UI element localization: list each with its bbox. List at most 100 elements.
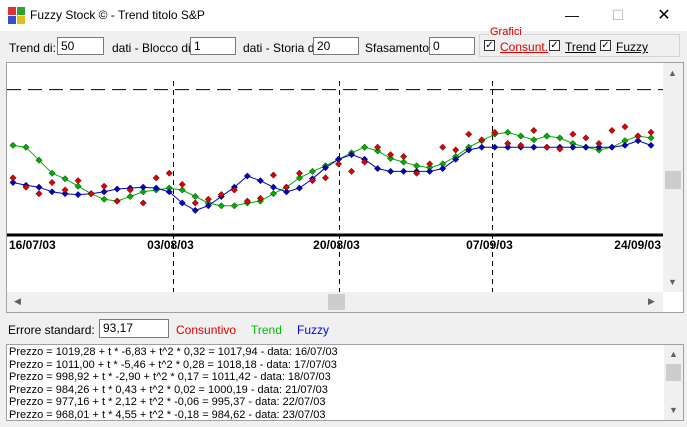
point-trend xyxy=(308,167,316,175)
point-consuntivo xyxy=(374,143,382,151)
point-fuzzy xyxy=(387,167,395,175)
consuntivo-checkbox-label[interactable]: Consunt. xyxy=(500,40,549,54)
log-scroll-thumb[interactable] xyxy=(666,364,681,381)
point-consuntivo xyxy=(621,123,629,131)
point-consuntivo xyxy=(439,143,447,151)
legend-trend: Trend xyxy=(251,323,282,337)
point-trend xyxy=(217,202,225,210)
point-fuzzy xyxy=(35,183,43,191)
point-trend xyxy=(230,202,238,210)
point-consuntivo xyxy=(465,130,473,138)
point-consuntivo xyxy=(569,130,577,138)
scroll-down-icon[interactable]: ▼ xyxy=(668,277,677,287)
point-consuntivo xyxy=(400,153,408,160)
vertical-scroll-thumb[interactable] xyxy=(665,171,681,189)
point-fuzzy xyxy=(165,188,173,196)
point-consuntivo xyxy=(308,177,316,185)
sfasamento-input[interactable] xyxy=(429,37,475,55)
fuzzy-checkbox[interactable]: ✓ xyxy=(600,40,611,51)
point-trend xyxy=(556,134,564,142)
point-consuntivo xyxy=(647,128,655,136)
point-trend xyxy=(361,143,369,151)
fuzzy-checkbox-label[interactable]: Fuzzy xyxy=(616,40,649,54)
log-scroll-down-icon[interactable]: ▼ xyxy=(669,405,678,415)
legend-fuzzy: Fuzzy xyxy=(297,323,330,337)
point-consuntivo xyxy=(165,169,173,177)
point-consuntivo xyxy=(139,199,147,207)
point-fuzzy xyxy=(569,143,577,151)
point-trend xyxy=(191,192,199,200)
log-vertical-scrollbar[interactable]: ▲ ▼ xyxy=(664,345,683,420)
point-consuntivo xyxy=(9,174,17,182)
point-fuzzy xyxy=(348,151,356,159)
point-fuzzy xyxy=(74,191,82,199)
formula-log-line: Prezzo = 1011,00 + t * -5,46 + t^2 * 0,2… xyxy=(9,358,337,371)
series-line-trend xyxy=(12,131,652,207)
scroll-up-icon[interactable]: ▲ xyxy=(668,68,677,78)
grafici-group xyxy=(479,34,680,57)
chart-vertical-scrollbar[interactable]: ▲ ▼ xyxy=(663,63,683,292)
point-trend xyxy=(178,186,186,194)
point-trend xyxy=(126,192,134,200)
point-fuzzy xyxy=(647,141,655,149)
trend-checkbox-label[interactable]: Trend xyxy=(565,40,596,54)
point-consuntivo xyxy=(608,126,616,134)
blocco-label: dati - Blocco di: xyxy=(112,41,195,55)
trend-checkbox[interactable]: ✓ xyxy=(549,40,560,51)
trend-input[interactable] xyxy=(57,37,104,55)
date-label: 16/07/03 xyxy=(9,238,56,252)
point-consuntivo xyxy=(478,136,486,144)
point-trend xyxy=(22,143,30,151)
close-button[interactable]: ✕ xyxy=(657,7,671,24)
scroll-right-icon[interactable]: ▶ xyxy=(648,296,655,306)
blocco-input[interactable] xyxy=(190,37,236,55)
error-value-field[interactable]: 93,17 xyxy=(99,319,169,338)
point-fuzzy xyxy=(139,183,147,191)
trend-label: Trend di: xyxy=(9,41,56,55)
point-trend xyxy=(543,132,551,140)
formula-log-line: Prezzo = 984,26 + t * 0,43 + t^2 * 0,02 … xyxy=(9,383,328,396)
formula-log-line: Prezzo = 1019,28 + t * -6,83 + t^2 * 0,3… xyxy=(9,346,338,358)
formula-log-line: Prezzo = 968,01 + t * 4,55 + t^2 * -0,18… xyxy=(9,408,326,421)
formula-log-line: Prezzo = 977,16 + t * 2,12 + t^2 * -0,06… xyxy=(9,396,326,409)
point-trend xyxy=(647,134,655,142)
minimize-button[interactable]: — xyxy=(565,7,579,23)
point-consuntivo xyxy=(413,169,421,177)
formula-log[interactable]: Prezzo = 1019,28 + t * -6,83 + t^2 * 0,3… xyxy=(6,344,684,421)
point-trend xyxy=(9,141,17,149)
point-fuzzy xyxy=(61,190,69,198)
point-fuzzy xyxy=(634,137,642,145)
point-trend xyxy=(48,169,56,177)
point-fuzzy xyxy=(504,143,512,151)
point-consuntivo xyxy=(74,177,82,185)
date-label: 07/09/03 xyxy=(466,238,513,252)
point-trend xyxy=(295,174,303,182)
storia-input[interactable] xyxy=(313,37,359,55)
point-fuzzy xyxy=(530,143,538,151)
point-fuzzy xyxy=(243,172,251,180)
point-trend xyxy=(139,188,147,196)
scroll-left-icon[interactable]: ◀ xyxy=(14,296,21,306)
maximize-button[interactable]: ☐ xyxy=(611,7,625,23)
point-consuntivo xyxy=(452,146,460,154)
point-consuntivo xyxy=(295,169,303,177)
point-consuntivo xyxy=(191,199,199,207)
consuntivo-checkbox[interactable]: ✓ xyxy=(484,40,495,51)
point-consuntivo xyxy=(217,191,225,199)
point-consuntivo xyxy=(530,126,538,134)
horizontal-scroll-thumb[interactable] xyxy=(328,294,345,310)
point-fuzzy xyxy=(48,188,56,196)
point-fuzzy xyxy=(152,184,160,192)
point-fuzzy xyxy=(113,185,121,193)
chart-horizontal-scrollbar[interactable]: ◀ ▶ xyxy=(7,292,663,312)
sfasamento-label: Sfasamento: xyxy=(365,41,433,55)
title-bar xyxy=(0,0,687,31)
point-consuntivo xyxy=(178,180,186,188)
log-scroll-up-icon[interactable]: ▲ xyxy=(669,349,678,359)
point-consuntivo xyxy=(634,132,642,140)
point-consuntivo xyxy=(426,160,434,168)
point-fuzzy xyxy=(295,184,303,192)
point-trend xyxy=(387,154,395,162)
point-consuntivo xyxy=(556,145,564,153)
point-trend xyxy=(269,190,277,198)
